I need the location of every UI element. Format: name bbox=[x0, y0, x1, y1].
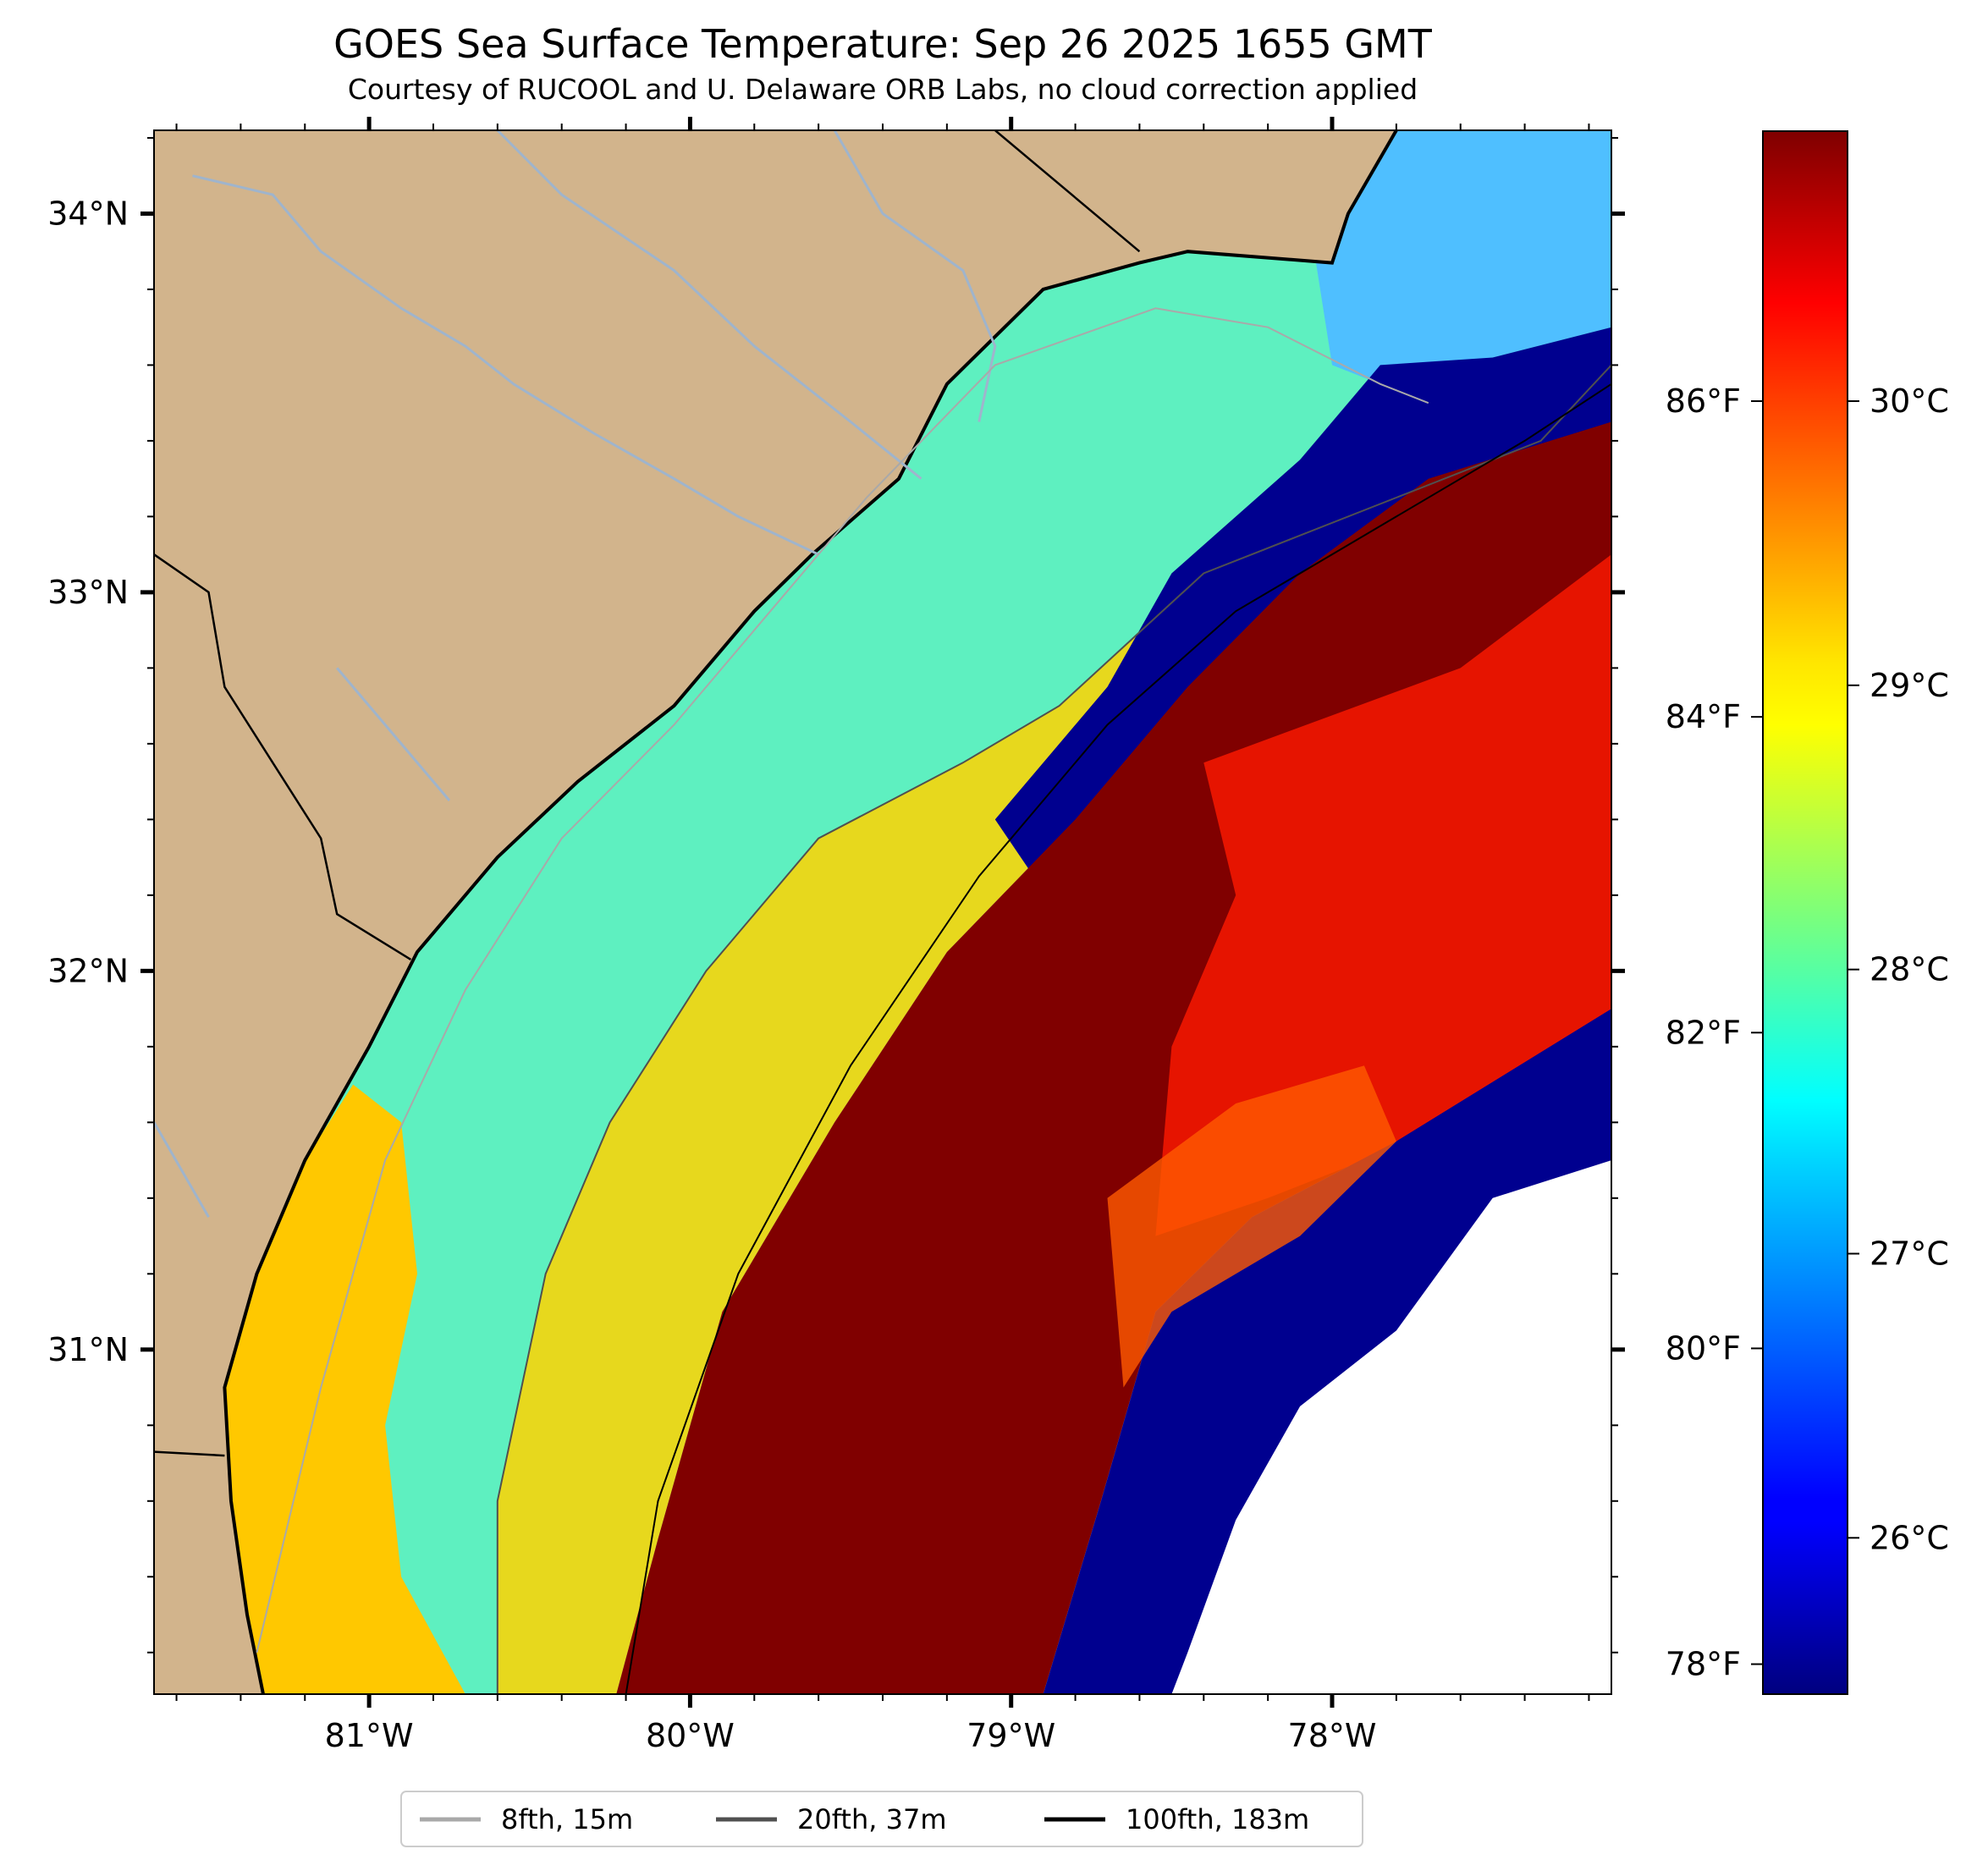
northeast-cool-plume bbox=[1316, 130, 1611, 404]
cold-water-east bbox=[1043, 1009, 1611, 1694]
land-mass bbox=[154, 130, 1396, 1694]
fahrenheit-tick-label: 80°F bbox=[1666, 1329, 1741, 1367]
lon-tick-label: 80°W bbox=[646, 1717, 735, 1754]
lat-tick-label: 33°N bbox=[47, 574, 129, 611]
colorbar-ticks: 30°C 29°C 28°C 27°C 26°C 86°F 84°F 82°F 80°F 78°F bbox=[1666, 382, 1949, 1683]
chart-title: GOES Sea Surface Temperature: Sep 26 202… bbox=[333, 21, 1433, 67]
outer-shelf-band bbox=[497, 365, 1611, 1694]
coastline bbox=[223, 130, 1398, 1694]
legend-label-3: 100fth, 183m bbox=[1126, 1803, 1309, 1835]
chart-subtitle: Courtesy of RUCOOL and U. Delaware ORB L… bbox=[348, 73, 1418, 106]
river-1 bbox=[192, 174, 819, 556]
celsius-tick-label: 30°C bbox=[1870, 382, 1949, 420]
lines-layer bbox=[256, 307, 1611, 1694]
map-area bbox=[154, 130, 1611, 1694]
lat-tick-label: 34°N bbox=[47, 195, 129, 232]
fahrenheit-tick-label: 84°F bbox=[1666, 698, 1741, 735]
state-border-nc-sc bbox=[994, 130, 1141, 253]
celsius-tick-label: 29°C bbox=[1870, 667, 1949, 704]
fahrenheit-tick-label: 78°F bbox=[1666, 1646, 1741, 1683]
legend-label-1: 8fth, 15m bbox=[501, 1803, 633, 1835]
lat-tick-label: 31°N bbox=[47, 1331, 129, 1368]
celsius-tick-label: 26°C bbox=[1870, 1519, 1949, 1556]
colorbar: 30°C 29°C 28°C 27°C 26°C 86°F 84°F 82°F 80°F 78°F bbox=[1666, 130, 1949, 1695]
fahrenheit-tick-label: 86°F bbox=[1666, 382, 1741, 420]
river-2 bbox=[496, 130, 922, 480]
offshore-warm-region bbox=[1155, 554, 1611, 1236]
lon-tick-label: 79°W bbox=[966, 1717, 1055, 1754]
isobath-100fth bbox=[625, 382, 1611, 1694]
isobath-20fth bbox=[496, 364, 1611, 1694]
legend-label-2: 20fth, 37m bbox=[797, 1803, 946, 1835]
legend-box bbox=[400, 1791, 1363, 1847]
isobath-8fth bbox=[256, 307, 1429, 1654]
map-ticks: 34°N 33°N 32°N 31°N 81°W 80°W 79°W 78°W bbox=[47, 117, 1625, 1754]
lat-tick-label: 32°N bbox=[47, 952, 129, 989]
colorbar-gradient bbox=[1762, 130, 1848, 1695]
eddy-front-band bbox=[1107, 1065, 1396, 1388]
fahrenheit-tick-label: 82°F bbox=[1666, 1014, 1741, 1051]
state-border-ga-fl bbox=[154, 1450, 225, 1457]
river-4 bbox=[336, 667, 451, 801]
lon-tick-label: 78°W bbox=[1288, 1717, 1377, 1754]
inshore-warm-band bbox=[224, 1084, 465, 1694]
state-border-sc-ga bbox=[154, 553, 412, 960]
sst-layer bbox=[224, 130, 1611, 1694]
legend: 8fth, 15m 20fth, 37m 100fth, 183m bbox=[400, 1791, 1363, 1847]
celsius-tick-label: 28°C bbox=[1870, 951, 1949, 988]
lon-tick-label: 81°W bbox=[325, 1717, 414, 1754]
celsius-tick-label: 27°C bbox=[1870, 1235, 1949, 1272]
river-5 bbox=[154, 1121, 210, 1218]
